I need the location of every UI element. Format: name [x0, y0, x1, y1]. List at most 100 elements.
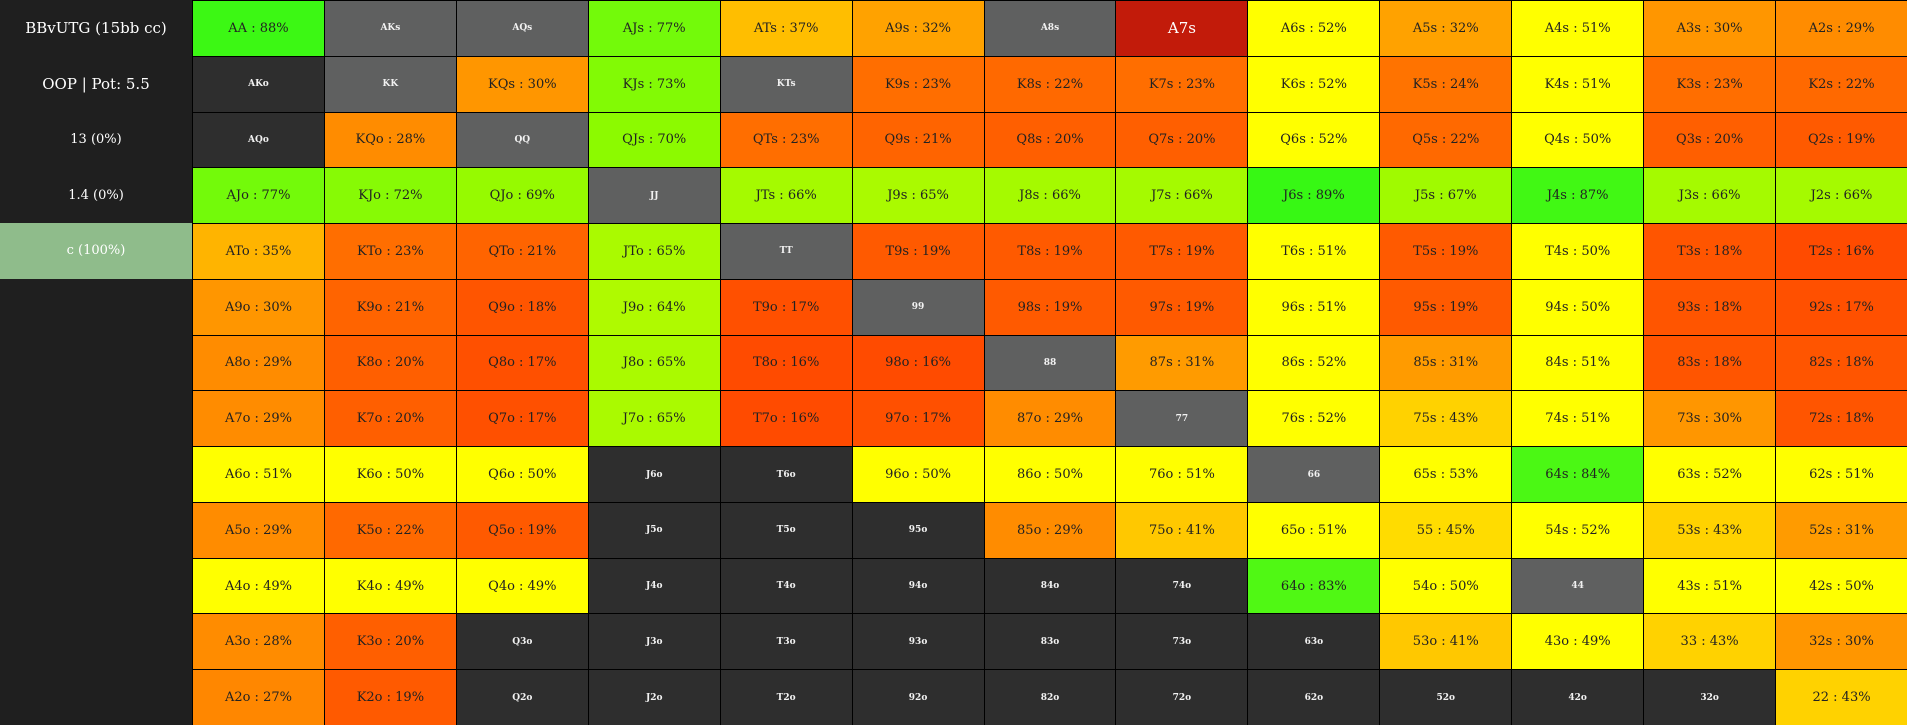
- hand-cell[interactable]: Q6s : 52%: [1248, 112, 1380, 168]
- hand-cell[interactable]: 98s : 19%: [984, 279, 1116, 335]
- hand-cell[interactable]: T7s : 19%: [1116, 224, 1248, 279]
- hand-cell[interactable]: T3o: [720, 614, 852, 670]
- hand-cell[interactable]: T6s : 51%: [1248, 224, 1380, 279]
- hand-cell[interactable]: 83o: [984, 614, 1116, 670]
- hand-cell[interactable]: Q6o : 50%: [456, 447, 588, 502]
- hand-cell[interactable]: J4s : 87%: [1512, 168, 1644, 224]
- hand-cell[interactable]: KTo : 23%: [324, 224, 456, 279]
- hand-cell[interactable]: 65s : 53%: [1380, 447, 1512, 502]
- hand-cell[interactable]: Q9o : 18%: [456, 279, 588, 335]
- hand-cell[interactable]: Q2s : 19%: [1776, 112, 1907, 168]
- hand-cell[interactable]: J6o: [588, 447, 720, 502]
- hand-cell[interactable]: J2o: [588, 670, 720, 725]
- hand-cell[interactable]: KQs : 30%: [456, 56, 588, 112]
- hand-cell[interactable]: 95o: [852, 502, 984, 558]
- hand-cell[interactable]: J7o : 65%: [588, 391, 720, 447]
- hand-cell[interactable]: K2o : 19%: [324, 670, 456, 725]
- hand-cell[interactable]: T7o : 16%: [720, 391, 852, 447]
- hand-cell[interactable]: TT: [720, 224, 852, 279]
- hand-cell[interactable]: QQ: [456, 112, 588, 168]
- hand-cell[interactable]: K2s : 22%: [1776, 56, 1907, 112]
- hand-cell[interactable]: 86s : 52%: [1248, 335, 1380, 391]
- hand-cell[interactable]: 73o: [1116, 614, 1248, 670]
- hand-cell[interactable]: 95s : 19%: [1380, 279, 1512, 335]
- hand-cell[interactable]: QJo : 69%: [456, 168, 588, 224]
- hand-cell[interactable]: 87s : 31%: [1116, 335, 1248, 391]
- hand-cell[interactable]: 62s : 51%: [1776, 447, 1907, 502]
- hand-cell[interactable]: 53o : 41%: [1380, 614, 1512, 670]
- hand-cell[interactable]: 43o : 49%: [1512, 614, 1644, 670]
- hand-cell[interactable]: T9o : 17%: [720, 279, 852, 335]
- hand-cell[interactable]: AA : 88%: [193, 1, 324, 56]
- hand-cell[interactable]: J6s : 89%: [1248, 168, 1380, 224]
- hand-cell[interactable]: 74o: [1116, 558, 1248, 614]
- hand-cell[interactable]: J7s : 66%: [1116, 168, 1248, 224]
- hand-cell[interactable]: 22 : 43%: [1776, 670, 1907, 725]
- hand-cell[interactable]: 53s : 43%: [1644, 502, 1776, 558]
- hand-cell[interactable]: T2s : 16%: [1776, 224, 1907, 279]
- hand-cell[interactable]: A8o : 29%: [193, 335, 324, 391]
- hand-cell[interactable]: Q7s : 20%: [1116, 112, 1248, 168]
- hand-cell[interactable]: 74s : 51%: [1512, 391, 1644, 447]
- hand-cell[interactable]: 98o : 16%: [852, 335, 984, 391]
- hand-cell[interactable]: J9o : 64%: [588, 279, 720, 335]
- hand-cell[interactable]: 85s : 31%: [1380, 335, 1512, 391]
- hand-cell[interactable]: KJs : 73%: [588, 56, 720, 112]
- hand-cell[interactable]: AQs: [456, 1, 588, 56]
- hand-cell[interactable]: 85o : 29%: [984, 502, 1116, 558]
- hand-cell[interactable]: Q2o: [456, 670, 588, 725]
- hand-cell[interactable]: 76s : 52%: [1248, 391, 1380, 447]
- hand-cell[interactable]: 75o : 41%: [1116, 502, 1248, 558]
- hand-cell[interactable]: 73s : 30%: [1644, 391, 1776, 447]
- hand-cell[interactable]: 82o: [984, 670, 1116, 725]
- hand-cell[interactable]: T6o: [720, 447, 852, 502]
- hand-cell[interactable]: 92o: [852, 670, 984, 725]
- hand-cell[interactable]: QJs : 70%: [588, 112, 720, 168]
- hand-cell[interactable]: 83s : 18%: [1644, 335, 1776, 391]
- hand-cell[interactable]: K3s : 23%: [1644, 56, 1776, 112]
- hand-cell[interactable]: Q5s : 22%: [1380, 112, 1512, 168]
- hand-cell[interactable]: K6o : 50%: [324, 447, 456, 502]
- hand-cell[interactable]: T2o: [720, 670, 852, 725]
- hand-cell[interactable]: 86o : 50%: [984, 447, 1116, 502]
- hand-cell[interactable]: J5s : 67%: [1380, 168, 1512, 224]
- hand-cell[interactable]: AQo: [193, 112, 324, 168]
- hand-cell[interactable]: 52o: [1380, 670, 1512, 725]
- hand-cell[interactable]: A9o : 30%: [193, 279, 324, 335]
- hand-cell[interactable]: 52s : 31%: [1776, 502, 1907, 558]
- hand-cell[interactable]: A2o : 27%: [193, 670, 324, 725]
- hand-cell[interactable]: KTs: [720, 56, 852, 112]
- sidebar-item-action-1-4[interactable]: 1.4 (0%): [68, 187, 124, 203]
- hand-cell[interactable]: 72o: [1116, 670, 1248, 725]
- hand-cell[interactable]: T4o: [720, 558, 852, 614]
- hand-cell[interactable]: Q9s : 21%: [852, 112, 984, 168]
- hand-cell[interactable]: KJo : 72%: [324, 168, 456, 224]
- hand-cell[interactable]: A7s: [1116, 1, 1248, 56]
- hand-cell[interactable]: J4o: [588, 558, 720, 614]
- hand-cell[interactable]: 93o: [852, 614, 984, 670]
- hand-cell[interactable]: 88: [984, 335, 1116, 391]
- hand-cell[interactable]: T5o: [720, 502, 852, 558]
- hand-cell[interactable]: J3o: [588, 614, 720, 670]
- hand-cell[interactable]: 97s : 19%: [1116, 279, 1248, 335]
- hand-cell[interactable]: 54s : 52%: [1512, 502, 1644, 558]
- hand-cell[interactable]: Q5o : 19%: [456, 502, 588, 558]
- hand-cell[interactable]: A7o : 29%: [193, 391, 324, 447]
- hand-cell[interactable]: J3s : 66%: [1644, 168, 1776, 224]
- hand-cell[interactable]: Q7o : 17%: [456, 391, 588, 447]
- hand-cell[interactable]: AKs: [324, 1, 456, 56]
- hand-cell[interactable]: K6s : 52%: [1248, 56, 1380, 112]
- hand-cell[interactable]: Q3s : 20%: [1644, 112, 1776, 168]
- hand-cell[interactable]: 76o : 51%: [1116, 447, 1248, 502]
- hand-cell[interactable]: K7o : 20%: [324, 391, 456, 447]
- hand-cell[interactable]: T5s : 19%: [1380, 224, 1512, 279]
- hand-cell[interactable]: KK: [324, 56, 456, 112]
- hand-cell[interactable]: 96o : 50%: [852, 447, 984, 502]
- hand-cell[interactable]: J5o: [588, 502, 720, 558]
- hand-cell[interactable]: J8o : 65%: [588, 335, 720, 391]
- hand-cell[interactable]: 99: [852, 279, 984, 335]
- hand-cell[interactable]: ATo : 35%: [193, 224, 324, 279]
- hand-cell[interactable]: 32s : 30%: [1776, 614, 1907, 670]
- hand-cell[interactable]: A4o : 49%: [193, 558, 324, 614]
- hand-cell[interactable]: QTo : 21%: [456, 224, 588, 279]
